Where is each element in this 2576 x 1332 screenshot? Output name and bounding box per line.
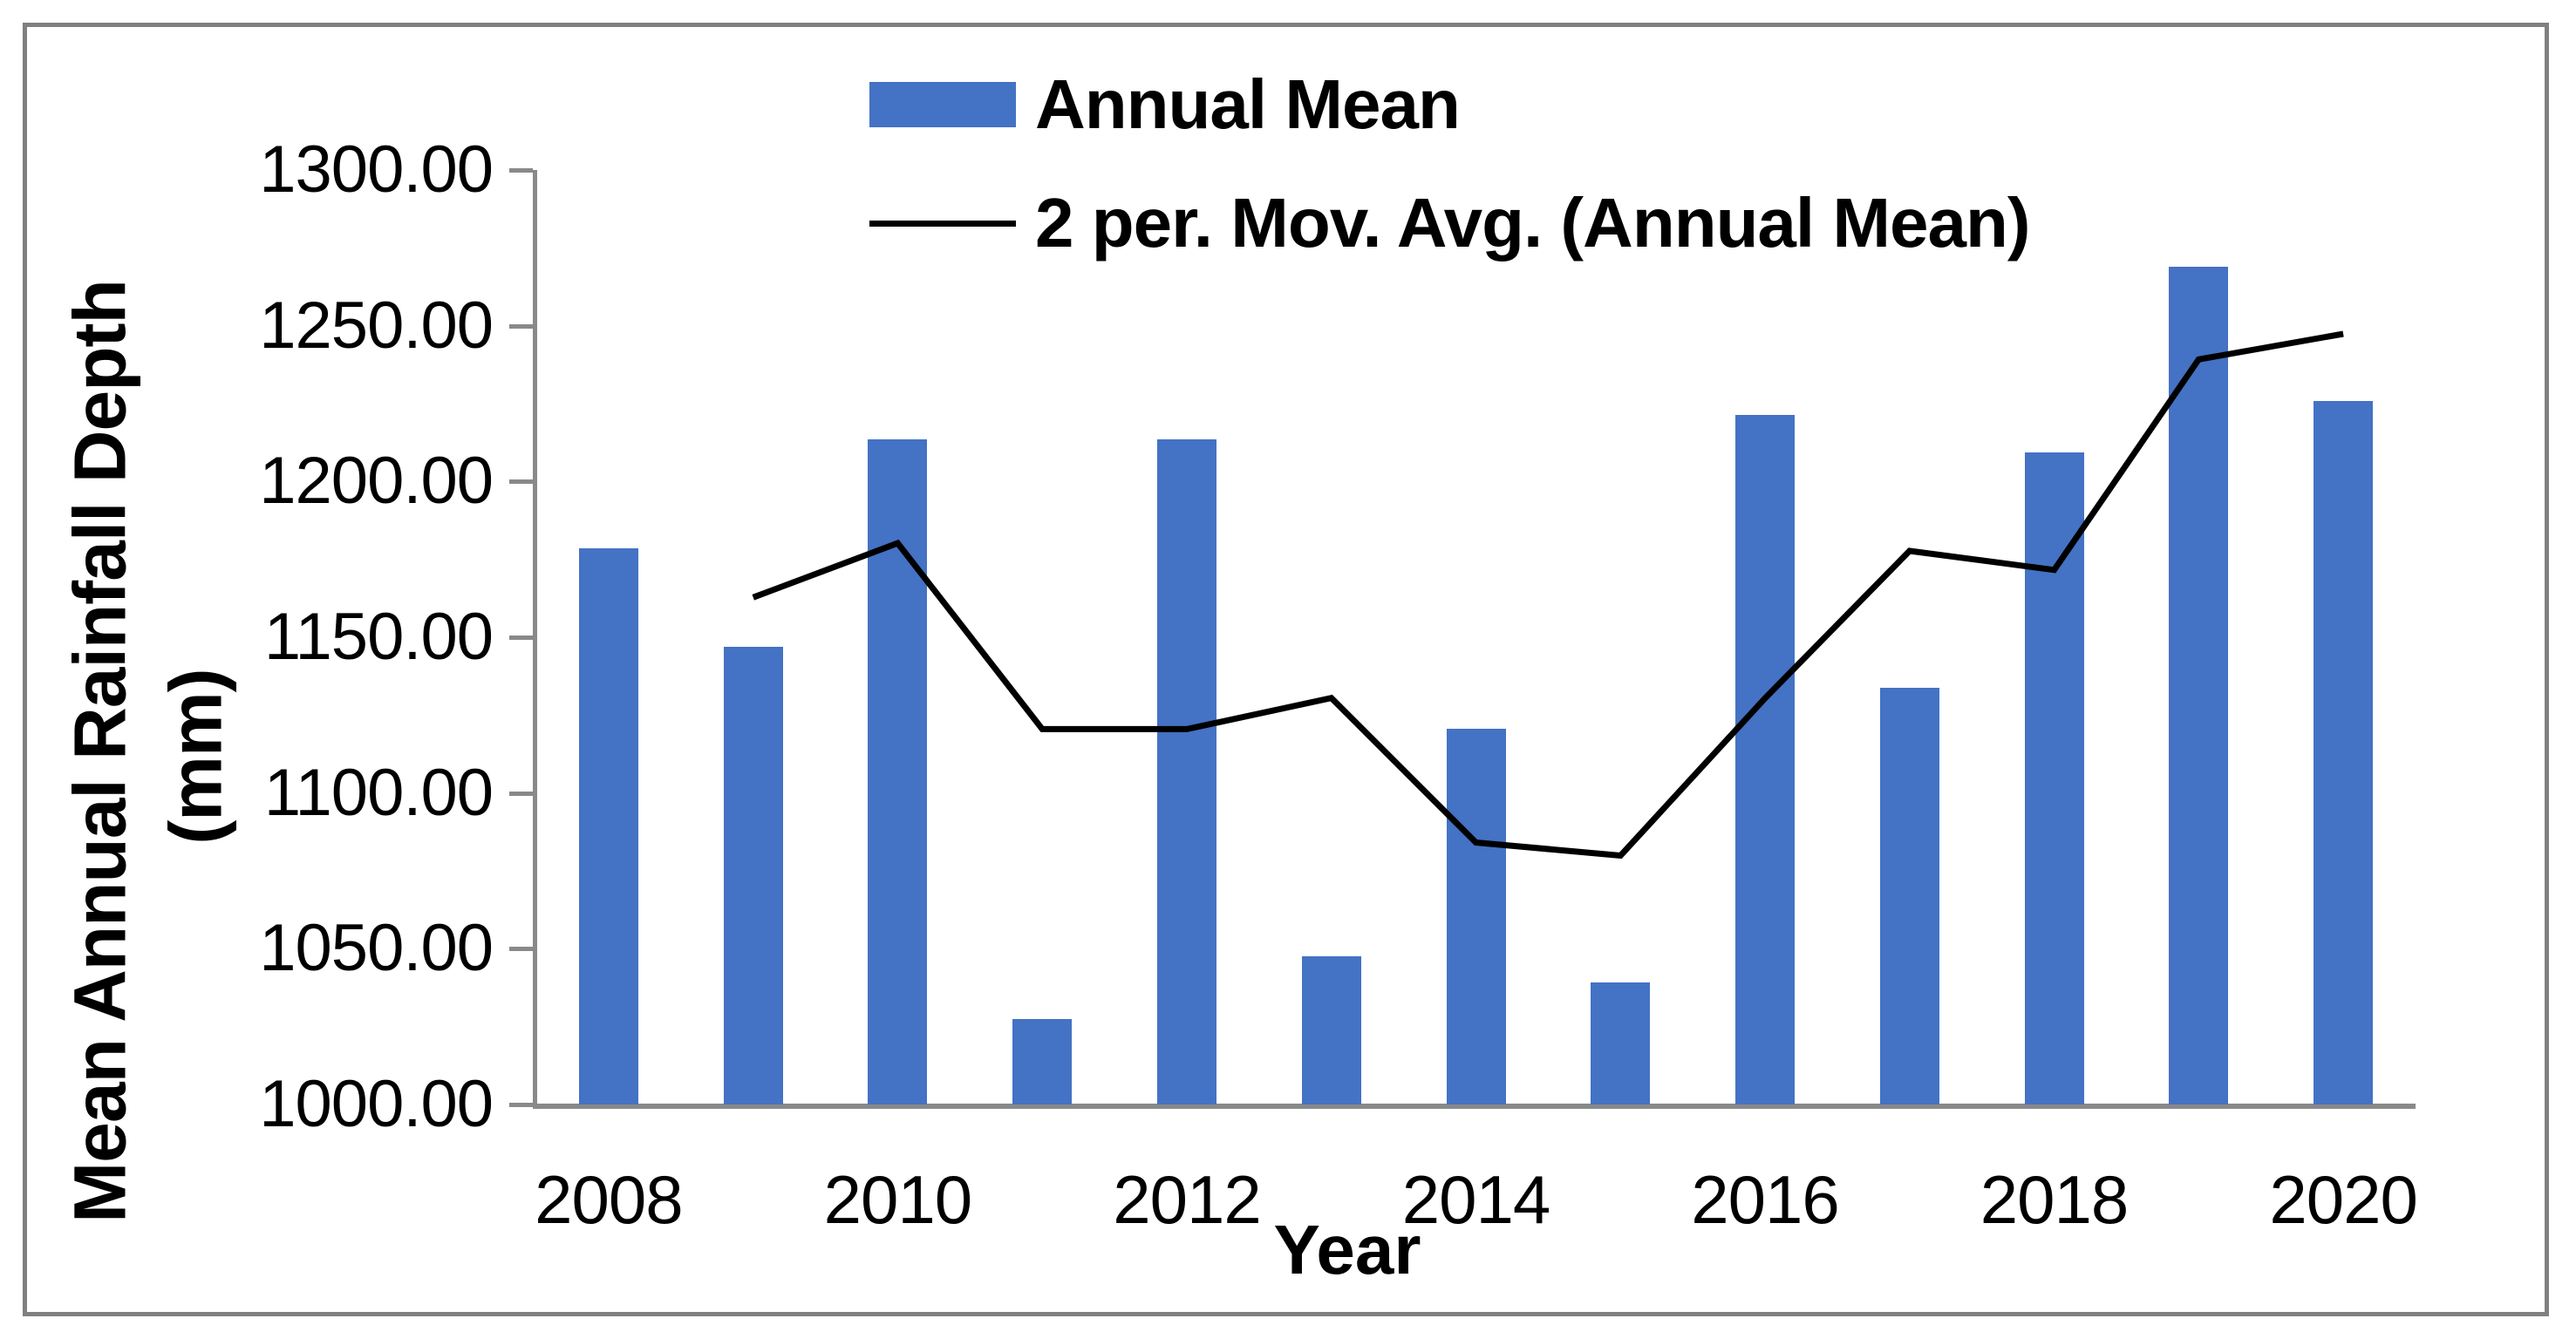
bar-2020	[2314, 401, 2374, 1104]
y-tick-label: 1050.00	[259, 911, 494, 986]
bar-2011	[1012, 1019, 1073, 1104]
y-axis-tick	[509, 635, 533, 640]
bar-2012	[1156, 439, 1216, 1104]
y-axis-line	[533, 170, 537, 1109]
bar-2019	[2169, 266, 2229, 1104]
x-tick-label-2014: 2014	[1401, 1161, 1551, 1238]
y-tick-label: 1150.00	[263, 600, 494, 674]
y-axis-tick	[509, 1103, 533, 1107]
bar-2014	[1446, 729, 1506, 1104]
bar-2009	[723, 647, 783, 1104]
legend-line-swatch	[869, 220, 1016, 227]
x-axis-title: Year	[1273, 1211, 1421, 1288]
legend-item-annual-mean: Annual Mean	[869, 63, 1461, 146]
y-tick-label: 1000.00	[259, 1067, 494, 1141]
legend-label-annual-mean: Annual Mean	[1035, 65, 1461, 143]
chart-outer-border	[23, 23, 2549, 1316]
bar-2008	[578, 547, 638, 1104]
bar-2015	[1591, 982, 1651, 1104]
bar-2016	[1735, 414, 1796, 1104]
legend-label-moving-avg: 2 per. Mov. Avg. (Annual Mean)	[1035, 184, 2031, 262]
x-tick-label-2016: 2016	[1691, 1161, 1840, 1238]
x-tick-label-2008: 2008	[535, 1161, 684, 1238]
bar-2017	[1879, 687, 1939, 1104]
x-tick-label-2012: 2012	[1113, 1161, 1262, 1238]
y-tick-label: 1200.00	[259, 444, 494, 519]
x-tick-label-2018: 2018	[1980, 1161, 2130, 1238]
y-axis-tick	[509, 947, 533, 952]
y-tick-label: 1250.00	[259, 288, 494, 363]
x-tick-label-2010: 2010	[823, 1161, 973, 1238]
legend-bar-swatch	[869, 82, 1016, 127]
x-axis-line	[533, 1104, 2416, 1109]
bar-2018	[2024, 452, 2084, 1104]
y-axis-tick	[509, 168, 533, 173]
y-axis-tick	[509, 479, 533, 485]
y-tick-label: 1300.00	[259, 133, 494, 207]
bar-2013	[1301, 956, 1361, 1104]
y-axis-tick	[509, 791, 533, 796]
legend-item-moving-avg: 2 per. Mov. Avg. (Annual Mean)	[869, 181, 2031, 265]
x-tick-label-2020: 2020	[2269, 1161, 2418, 1238]
y-tick-label: 1100.00	[263, 755, 494, 830]
y-axis-tick	[509, 323, 533, 329]
